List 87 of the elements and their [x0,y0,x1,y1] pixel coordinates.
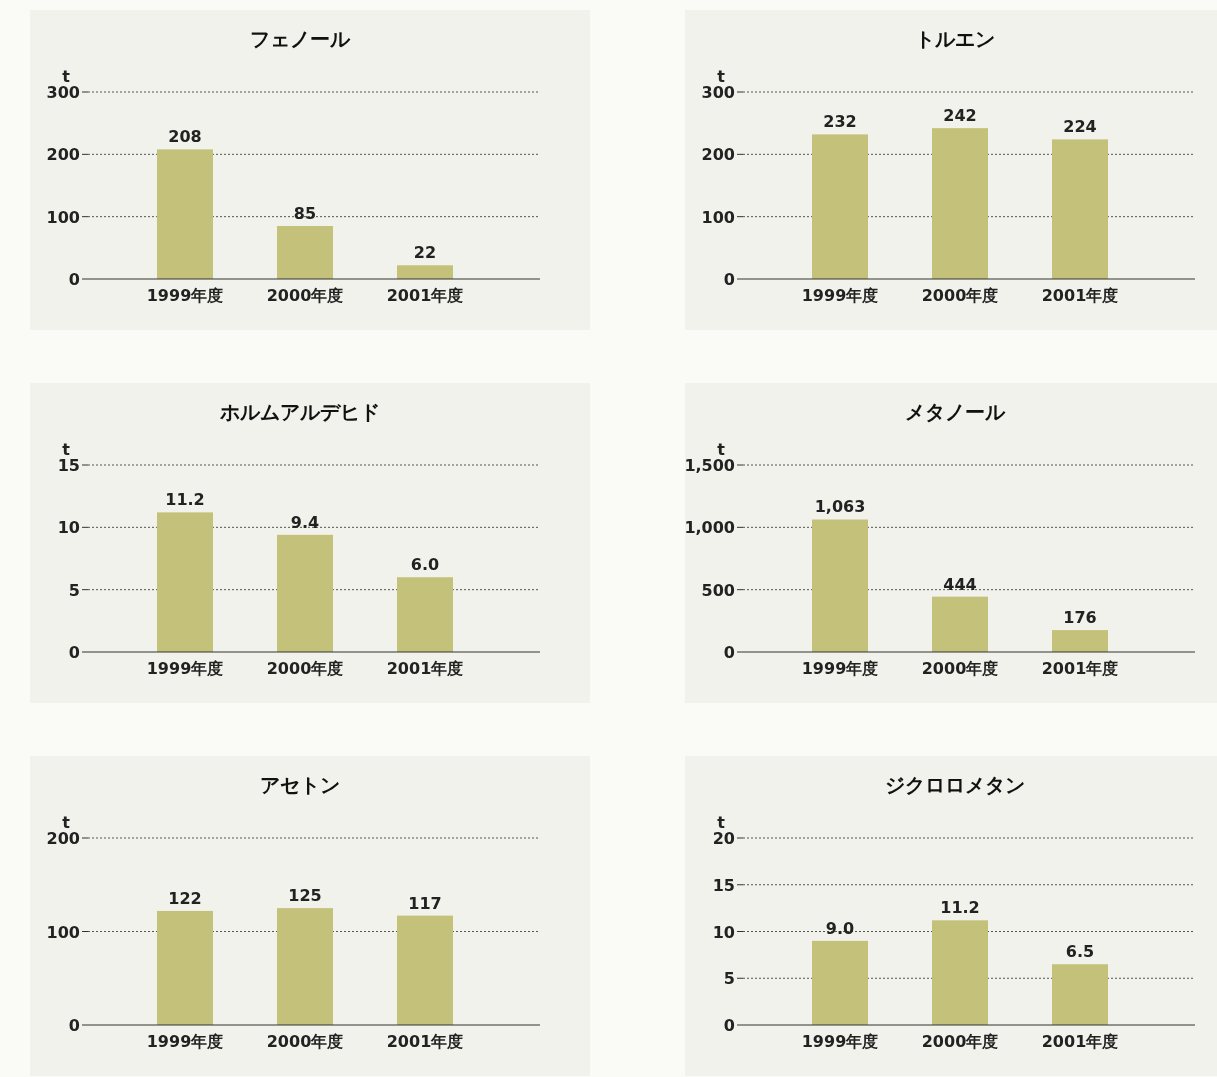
data-label: 444 [943,574,977,594]
bar [932,128,988,279]
y-tick-label: 0 [723,270,735,289]
y-tick-label: 1,500 [684,456,735,475]
y-tick-label: 0 [723,1016,735,1035]
x-tick-label: 1999年度 [801,659,879,678]
y-tick-label: 0 [68,643,80,662]
y-tick-label: 200 [701,145,735,165]
x-tick-label: 2000年度 [266,1032,344,1051]
y-axis-title: t [62,67,71,86]
data-label: 6.5 [1065,942,1095,962]
x-tick-label: 1999年度 [801,1032,879,1051]
bar [812,134,868,279]
y-tick-label: 15 [712,875,735,895]
y-axis-title: t [62,440,71,459]
chart-title: フェノール [250,27,351,51]
data-label: 122 [168,888,202,908]
chart-title: ジクロロメタン [885,773,1025,797]
data-label: 117 [408,893,442,913]
y-tick-label: 1,000 [684,518,735,538]
data-label: 1,063 [814,497,866,517]
y-axis-title: t [717,813,726,832]
bar [277,226,333,279]
data-label: 9.4 [290,512,320,532]
y-tick-label: 0 [68,1016,80,1035]
x-tick-label: 2001年度 [386,1032,464,1051]
y-tick-label: 300 [46,83,80,102]
data-label: 9.0 [825,918,855,938]
x-tick-label: 2000年度 [921,286,999,305]
y-tick-label: 5 [723,969,735,989]
y-tick-label: 15 [57,456,80,475]
y-tick-label: 100 [46,922,80,942]
x-tick-label: 2001年度 [386,286,464,305]
bar [1052,139,1108,279]
bar [1052,630,1108,652]
y-tick-label: 10 [57,518,80,538]
bar [277,534,333,652]
bar [932,920,988,1025]
y-tick-label: 200 [46,829,80,848]
data-label: 6.0 [410,555,440,575]
chart-title: メタノール [905,400,1006,424]
x-tick-label: 1999年度 [146,1032,224,1051]
y-tick-label: 5 [68,580,80,600]
data-label: 85 [293,204,317,224]
bar [397,265,453,279]
bar [932,596,988,652]
x-tick-label: 2001年度 [1041,659,1119,678]
y-tick-label: 10 [712,922,735,942]
x-tick-label: 2000年度 [921,1032,999,1051]
y-tick-label: 100 [701,207,735,227]
x-tick-label: 2000年度 [266,286,344,305]
x-tick-label: 2000年度 [266,659,344,678]
bar [157,149,213,279]
chart-title: アセトン [260,773,340,797]
y-tick-label: 300 [701,83,735,102]
data-label: 176 [1063,608,1097,628]
chart-title: ホルムアルデヒド [219,400,380,424]
x-tick-label: 2000年度 [921,659,999,678]
y-tick-label: 0 [68,270,80,289]
data-label: 242 [943,106,977,126]
y-tick-label: 200 [46,145,80,165]
bar [1052,964,1108,1025]
y-tick-label: 0 [723,643,735,662]
bar [397,577,453,652]
x-tick-label: 2001年度 [386,659,464,678]
x-tick-label: 1999年度 [801,286,879,305]
x-tick-label: 1999年度 [146,659,224,678]
x-tick-label: 1999年度 [146,286,224,305]
y-tick-label: 500 [701,580,735,600]
y-tick-label: 100 [46,207,80,227]
data-label: 232 [823,112,857,132]
data-label: 125 [288,886,322,906]
x-tick-label: 2001年度 [1041,1032,1119,1051]
y-axis-title: t [62,813,71,832]
bar [812,519,868,652]
data-label: 22 [413,243,437,263]
data-label: 11.2 [165,490,205,510]
x-tick-label: 2001年度 [1041,286,1119,305]
y-axis-title: t [717,440,726,459]
bar [157,512,213,652]
data-label: 224 [1063,117,1097,137]
y-tick-label: 20 [712,829,735,848]
data-label: 208 [168,127,202,147]
data-label: 11.2 [940,898,980,918]
chart-title: トルエン [915,27,995,51]
y-axis-title: t [717,67,726,86]
bar [812,940,868,1025]
